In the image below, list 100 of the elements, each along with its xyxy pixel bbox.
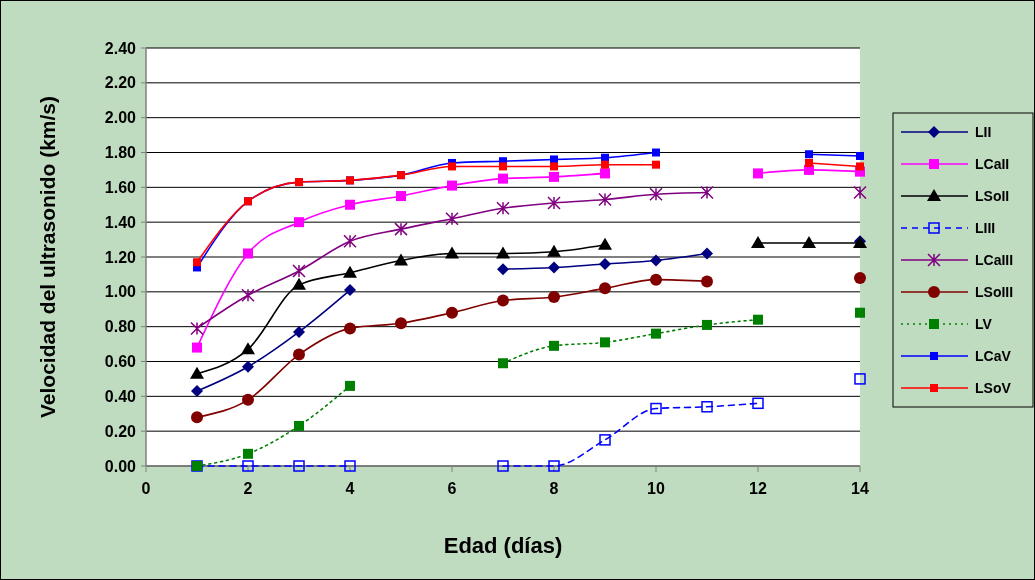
point xyxy=(394,253,408,266)
point xyxy=(547,244,561,257)
point xyxy=(701,247,713,260)
point xyxy=(448,162,456,171)
point xyxy=(599,282,611,295)
point xyxy=(854,373,866,385)
point xyxy=(243,448,253,459)
point xyxy=(192,342,202,353)
point xyxy=(549,340,559,351)
legend-label: LSoIII xyxy=(975,283,1014,300)
point xyxy=(193,258,201,267)
point xyxy=(599,257,611,270)
point xyxy=(343,265,357,278)
y-tick-label: 2.00 xyxy=(104,109,137,127)
y-tick-label: 1.60 xyxy=(104,178,137,196)
point xyxy=(447,180,457,191)
point xyxy=(550,162,558,171)
point xyxy=(241,342,255,355)
point xyxy=(856,162,864,171)
x-tick-label: 8 xyxy=(549,480,559,497)
point xyxy=(191,385,203,398)
point xyxy=(753,314,763,325)
point xyxy=(548,460,560,472)
point xyxy=(293,460,305,472)
point xyxy=(701,401,713,413)
point xyxy=(649,187,663,202)
legend-label: LSoII xyxy=(975,187,1010,204)
x-tick-label: 6 xyxy=(447,480,457,497)
point xyxy=(599,434,611,446)
point xyxy=(753,168,763,179)
point xyxy=(394,222,408,236)
point xyxy=(345,380,355,391)
point xyxy=(496,201,510,215)
point xyxy=(445,211,459,226)
point xyxy=(598,237,612,250)
point xyxy=(701,275,713,288)
y-tick-label: 0.80 xyxy=(104,318,137,336)
legend-label: LCaII xyxy=(975,155,1010,172)
point xyxy=(652,148,660,157)
point xyxy=(702,319,712,330)
point xyxy=(294,420,304,431)
point xyxy=(344,284,356,297)
point xyxy=(854,271,866,284)
point xyxy=(395,317,407,330)
point xyxy=(243,248,253,259)
point xyxy=(651,328,661,339)
point xyxy=(497,263,509,276)
point xyxy=(191,411,203,424)
point xyxy=(548,261,560,274)
x-tick-label: 0 xyxy=(141,480,151,497)
point xyxy=(446,306,458,319)
point xyxy=(497,460,509,472)
point xyxy=(497,294,509,307)
point xyxy=(600,337,610,348)
point xyxy=(598,192,612,207)
point xyxy=(292,264,306,278)
y-tick-label: 1.20 xyxy=(104,248,137,266)
x-tick-label: 2 xyxy=(243,480,253,497)
point xyxy=(805,158,813,167)
x-axis-title: Edad (días) xyxy=(443,533,563,558)
y-tick-label: 1.80 xyxy=(104,144,137,162)
point xyxy=(445,246,459,259)
legend-label: LV xyxy=(975,315,993,332)
legend-label: LSoV xyxy=(975,379,1012,396)
x-tick-label: 14 xyxy=(851,480,869,497)
point xyxy=(700,185,714,200)
point xyxy=(343,234,357,249)
point xyxy=(242,460,254,472)
point xyxy=(242,360,254,373)
point xyxy=(345,199,355,210)
legend-label: LIII xyxy=(975,219,996,236)
x-tick-label: 10 xyxy=(647,480,665,497)
point xyxy=(294,217,304,228)
legend-label: LCaV xyxy=(975,347,1012,364)
y-tick-label: 0.60 xyxy=(104,353,137,371)
point xyxy=(650,402,662,415)
y-tick-label: 1.40 xyxy=(104,213,137,231)
point xyxy=(547,196,561,210)
point xyxy=(652,160,660,169)
point xyxy=(241,288,255,303)
point xyxy=(292,277,306,290)
y-tick-label: 0.20 xyxy=(104,422,137,440)
point xyxy=(496,246,510,259)
point xyxy=(293,325,305,338)
point xyxy=(498,358,508,369)
point xyxy=(344,322,356,335)
y-tick-label: 1.00 xyxy=(104,283,137,301)
point xyxy=(499,162,507,171)
point xyxy=(600,168,610,179)
point xyxy=(751,236,765,249)
point xyxy=(242,393,254,406)
point xyxy=(293,348,305,361)
point xyxy=(190,366,204,379)
x-tick-label: 4 xyxy=(345,480,355,497)
y-axis-title: Velocidad del ultrasonido (km/s) xyxy=(36,95,59,419)
legend-label: LII xyxy=(975,123,992,140)
y-tick-label: 0.00 xyxy=(104,457,137,475)
point xyxy=(601,160,609,169)
point xyxy=(549,171,559,182)
point xyxy=(752,397,764,410)
